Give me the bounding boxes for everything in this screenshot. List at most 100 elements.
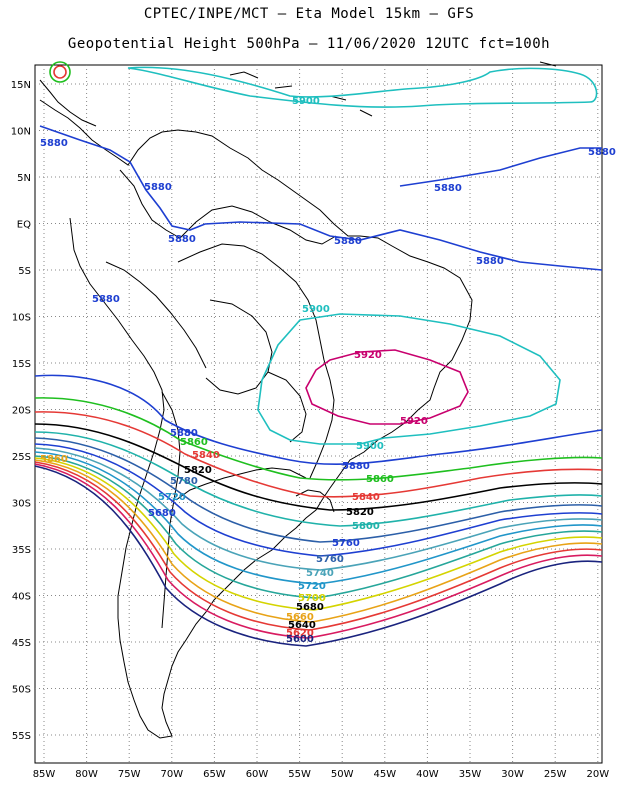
contour-5900-north bbox=[127, 66, 598, 108]
contour-5880-south bbox=[34, 374, 603, 466]
lat-tick-label: 20S bbox=[12, 406, 31, 417]
contour-5820 bbox=[34, 423, 603, 511]
contour-5740 bbox=[34, 447, 603, 571]
contour-label: 5860 bbox=[366, 474, 394, 485]
uruguay-border bbox=[295, 489, 335, 513]
contour-5780 bbox=[34, 437, 603, 543]
lon-tick-label: 25W bbox=[544, 769, 567, 780]
paraguay-border bbox=[267, 371, 307, 443]
contour-5640 bbox=[34, 461, 603, 631]
longitude-labels: 85W 80W 75W 70W 65W 60W 55W 50W 45W 40W 35W 30W 25W 2… bbox=[33, 769, 610, 780]
south-america-coast bbox=[39, 99, 473, 739]
lat-tick-label: 45S bbox=[12, 638, 31, 649]
contour-label: 5860 bbox=[180, 437, 208, 448]
contour-label: 5820 bbox=[346, 507, 374, 518]
contour-label: 5680 bbox=[296, 602, 324, 613]
lat-tick-label: 50S bbox=[12, 685, 31, 696]
contour-5600 bbox=[34, 465, 603, 647]
lat-tick-label: 30S bbox=[12, 499, 31, 510]
venezuela-border bbox=[179, 205, 271, 239]
contour-label: 5660 bbox=[286, 612, 314, 623]
lon-tick-label: 30W bbox=[501, 769, 524, 780]
contour-5900-nw-cell bbox=[53, 65, 67, 79]
contour-label: 5900 bbox=[356, 441, 384, 452]
lon-tick-label: 85W bbox=[33, 769, 56, 780]
brazil-border bbox=[177, 243, 335, 479]
contour-5840 bbox=[34, 411, 603, 498]
lon-tick-label: 75W bbox=[118, 769, 141, 780]
contour-label: 5780 bbox=[170, 476, 198, 487]
contour-label: 5900 bbox=[292, 96, 320, 107]
contour-label: 5880 bbox=[588, 147, 616, 158]
contour-label: 5880 bbox=[434, 183, 462, 194]
lat-tick-label: 10N bbox=[11, 127, 31, 138]
lon-tick-label: 80W bbox=[75, 769, 98, 780]
contour-5900-south bbox=[257, 313, 561, 445]
contour-5800 bbox=[34, 431, 603, 527]
contour-labels: 5900 5880 5880 5880 5880 5880 5880 5880 … bbox=[40, 96, 616, 645]
contour-5620 bbox=[34, 463, 603, 639]
contour-5760 bbox=[34, 443, 603, 557]
lat-tick-label: 10S bbox=[12, 313, 31, 324]
lon-tick-label: 35W bbox=[459, 769, 482, 780]
map-title-line1: CPTEC/INPE/MCT – Eta Model 15km – GFS bbox=[143, 6, 475, 22]
contour-label: 5720 bbox=[158, 492, 186, 503]
lon-tick-label: 70W bbox=[160, 769, 183, 780]
lon-tick-label: 55W bbox=[288, 769, 311, 780]
contour-label: 5600 bbox=[286, 634, 314, 645]
map-title-line2: Geopotential Height 500hPa – 11/06/2020 … bbox=[67, 36, 551, 52]
lat-tick-label: 5N bbox=[17, 173, 31, 184]
contour-5660 bbox=[34, 459, 603, 623]
contour-5880-north bbox=[39, 125, 603, 271]
andes-border bbox=[161, 391, 181, 629]
lat-tick-label: 35S bbox=[12, 545, 31, 556]
central-america-coast bbox=[39, 79, 97, 127]
contour-5720 bbox=[34, 451, 603, 585]
contour-label: 5760 bbox=[316, 554, 344, 565]
colombia-border bbox=[119, 169, 181, 239]
contour-label: 5880 bbox=[476, 256, 504, 267]
lat-tick-label: 40S bbox=[12, 592, 31, 603]
contour-label: 5680 bbox=[148, 508, 176, 519]
contour-lines bbox=[34, 61, 603, 647]
contour-label: 5880 bbox=[334, 236, 362, 247]
contour-label: 5640 bbox=[288, 620, 316, 631]
contour-label: 5880 bbox=[40, 138, 68, 149]
contour-label: 5820 bbox=[184, 465, 212, 476]
contour-label: 5880 bbox=[144, 182, 172, 193]
contour-label: 5760 bbox=[332, 538, 360, 549]
lat-tick-label: EQ bbox=[17, 220, 31, 231]
contour-label: 5840 bbox=[352, 492, 380, 503]
map-frame bbox=[34, 64, 603, 764]
contour-5860 bbox=[34, 397, 603, 481]
country-borders bbox=[39, 61, 557, 739]
contour-label: 5700 bbox=[298, 593, 326, 604]
contour-label: 5620 bbox=[286, 628, 314, 639]
latitude-labels: 15N 10N 5N EQ 5S 10S 15S 20S 25S 30S 35S 40S 45S 50S 5… bbox=[11, 80, 31, 742]
contour-label: 5920 bbox=[400, 416, 428, 427]
caribbean-islands bbox=[229, 61, 557, 117]
contour-5700 bbox=[34, 455, 603, 599]
lon-tick-label: 20W bbox=[586, 769, 609, 780]
guianas-border bbox=[269, 221, 337, 245]
lon-tick-label: 65W bbox=[203, 769, 226, 780]
contour-label: 5880 bbox=[92, 294, 120, 305]
peru-border bbox=[105, 261, 207, 369]
contour-5880-nw-cell bbox=[49, 61, 71, 83]
argentina-chile-border bbox=[175, 467, 307, 501]
lat-tick-label: 15N bbox=[11, 80, 31, 91]
contour-label: 5800 bbox=[352, 521, 380, 532]
contour-label: 5900 bbox=[302, 304, 330, 315]
contour-label: 5880 bbox=[342, 461, 370, 472]
lon-tick-label: 50W bbox=[331, 769, 354, 780]
contour-label: 5720 bbox=[298, 581, 326, 592]
contour-label: 5880 bbox=[170, 428, 198, 439]
contour-5920-main bbox=[305, 349, 469, 425]
contour-label: 5840 bbox=[192, 450, 220, 461]
contour-label: 5920 bbox=[354, 350, 382, 361]
grid-lines bbox=[35, 65, 602, 763]
lon-tick-label: 45W bbox=[373, 769, 396, 780]
contour-5880-ne bbox=[399, 147, 602, 187]
contour-5680 bbox=[34, 457, 603, 611]
contour-label: 5740 bbox=[306, 568, 334, 579]
